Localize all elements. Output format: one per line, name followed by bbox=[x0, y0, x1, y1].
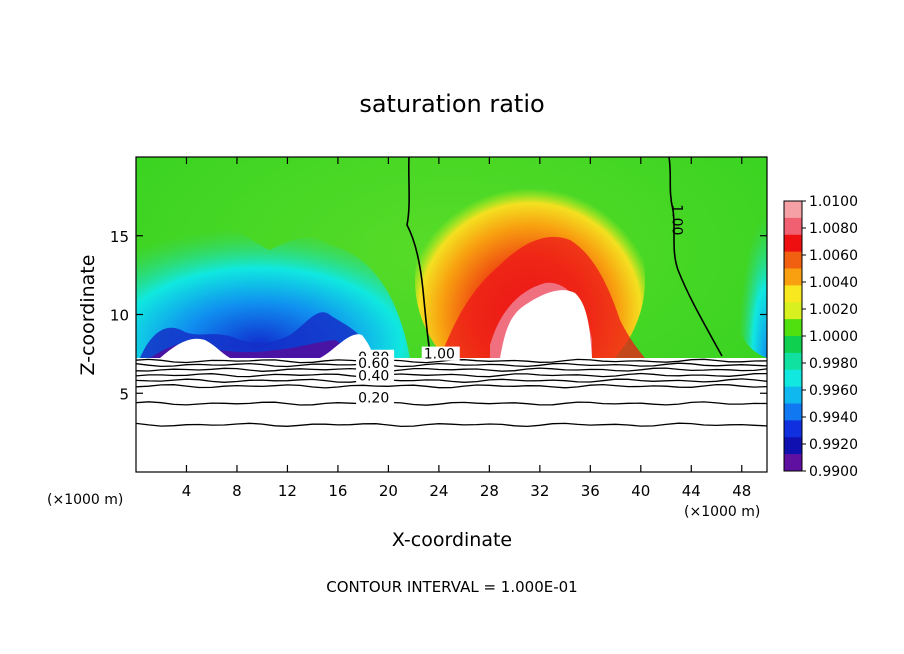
contour-line-below-ground bbox=[136, 372, 767, 378]
contour-line-below-ground bbox=[136, 422, 767, 428]
y-axis-label: Z-coordinate bbox=[77, 255, 99, 376]
colorbar-swatch bbox=[784, 369, 802, 388]
subsaturated-region-left bbox=[136, 212, 410, 358]
colorbar-swatch bbox=[784, 336, 802, 354]
colorbar-swatch bbox=[784, 251, 802, 270]
x-tick-label: 36 bbox=[581, 482, 600, 500]
contour-line-1.00-right bbox=[668, 157, 723, 357]
colorbar-label: 0.9920 bbox=[809, 437, 858, 453]
colorbar-label: 1.0100 bbox=[809, 194, 858, 210]
x-unit-left: (×1000 m) bbox=[47, 492, 123, 508]
contour-label: 0.20 bbox=[358, 391, 389, 407]
colorbar-swatch bbox=[784, 454, 802, 472]
colorbar-label: 1.0040 bbox=[809, 275, 858, 291]
colorbar-label: 1.0000 bbox=[809, 329, 858, 345]
contour-label-bg bbox=[356, 390, 395, 405]
colorbar-label: 0.9940 bbox=[809, 410, 858, 426]
colorbar-label: 0.9900 bbox=[809, 464, 858, 480]
contour-line-below-ground bbox=[136, 362, 767, 368]
colorbar-swatch bbox=[784, 201, 802, 219]
x-tick-label: 32 bbox=[530, 482, 549, 500]
x-tick-label: 28 bbox=[480, 482, 499, 500]
y-axis-ticks: 5 10 15 bbox=[110, 228, 767, 403]
colorbar: 1.0100 1.0080 1.0060 1.0040 1.0020 1.0000 0.99… bbox=[783, 194, 858, 480]
x-tick-label: 4 bbox=[182, 482, 192, 500]
contour-labels: 1.001.000.800.600.400.20 bbox=[356, 204, 684, 407]
contour-line-1.00-left bbox=[406, 157, 432, 359]
contour-label: 1.00 bbox=[668, 204, 684, 235]
colorbar-swatch bbox=[784, 234, 802, 253]
colorbar-swatch bbox=[784, 352, 802, 371]
x-axis-ticks: 4 8 12 16 20 24 28 32 36 40 44 48 bbox=[182, 157, 751, 500]
colorbar-swatch bbox=[784, 268, 802, 286]
colorbar-label: 1.0060 bbox=[809, 248, 858, 264]
contour-label: 0.60 bbox=[358, 356, 389, 372]
colorbar-label: 0.9980 bbox=[809, 356, 858, 372]
x-tick-label: 24 bbox=[429, 482, 448, 500]
x-axis-label: X-coordinate bbox=[392, 529, 512, 551]
contour-interval-note: CONTOUR INTERVAL = 1.000E-01 bbox=[326, 578, 577, 596]
contour-line-below-ground bbox=[136, 401, 767, 406]
contour-line-below-ground bbox=[136, 378, 767, 383]
chart-title: saturation ratio bbox=[359, 90, 544, 118]
y-tick-label: 15 bbox=[110, 228, 129, 246]
colorbar-label: 1.0080 bbox=[809, 221, 858, 237]
contour-label-bg bbox=[356, 356, 395, 371]
x-tick-label: 12 bbox=[278, 482, 297, 500]
y-tick-label: 5 bbox=[119, 385, 129, 403]
colorbar-swatch bbox=[784, 302, 802, 320]
plot-area bbox=[136, 157, 767, 472]
contour-line-below-ground bbox=[136, 367, 767, 372]
colorbar-swatch bbox=[784, 217, 802, 236]
subsaturated-region-right bbox=[735, 200, 767, 358]
colorbar-swatch bbox=[784, 403, 802, 421]
y-tick-label: 10 bbox=[110, 307, 129, 325]
x-tick-label: 20 bbox=[379, 482, 398, 500]
x-tick-label: 44 bbox=[682, 482, 701, 500]
x-tick-label: 8 bbox=[232, 482, 242, 500]
x-tick-label: 40 bbox=[631, 482, 650, 500]
colorbar-swatch bbox=[784, 437, 802, 455]
x-tick-label: 16 bbox=[328, 482, 347, 500]
x-unit-right: (×1000 m) bbox=[684, 504, 760, 520]
contour-label-bg bbox=[356, 368, 395, 383]
below-ground-contours bbox=[136, 358, 767, 428]
colorbar-swatch bbox=[784, 420, 802, 438]
masked-bump-left bbox=[160, 338, 230, 358]
colorbar-swatch bbox=[784, 319, 802, 337]
contour-label: 0.40 bbox=[358, 369, 389, 385]
colorbar-label: 1.0020 bbox=[809, 302, 858, 318]
colorbar-swatch bbox=[784, 285, 802, 303]
x-tick-label: 48 bbox=[732, 482, 751, 500]
colorbar-swatch bbox=[784, 386, 802, 405]
contour-label: 1.00 bbox=[424, 347, 455, 363]
contour-label-bg bbox=[421, 346, 460, 361]
colorbar-label: 0.9960 bbox=[809, 383, 858, 399]
contour-line-below-ground bbox=[136, 383, 767, 389]
masked-area-center bbox=[500, 290, 592, 358]
